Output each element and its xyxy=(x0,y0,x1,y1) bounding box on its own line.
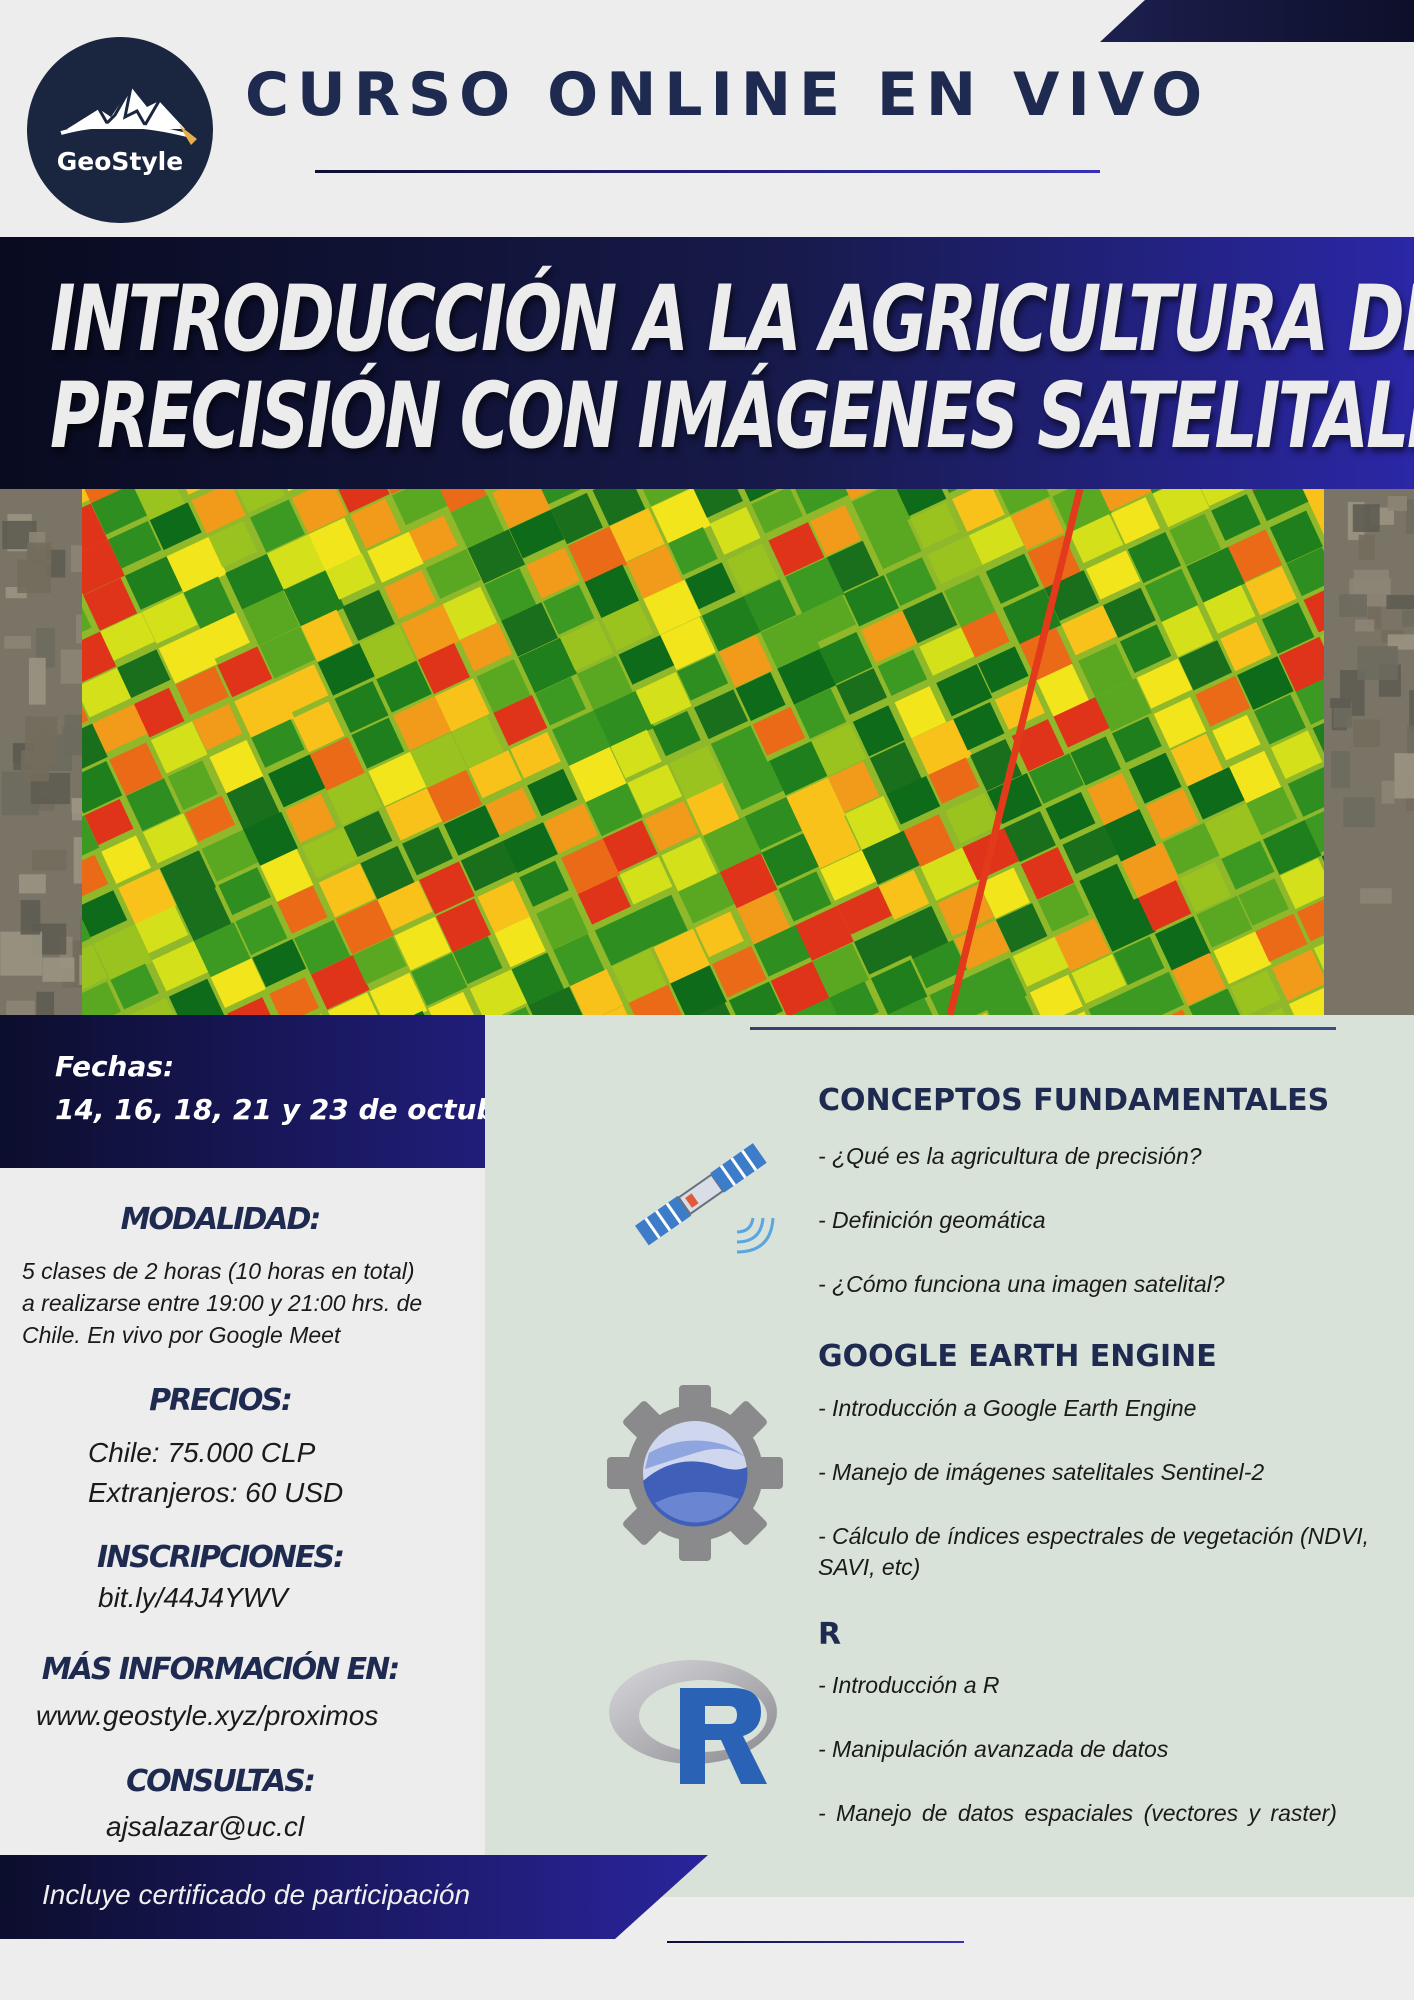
syllabus-item: - Manejo de imágenes satelitales Sentine… xyxy=(818,1459,1265,1485)
mountain-icon xyxy=(60,86,197,145)
logo-text: GeoStyle xyxy=(56,147,184,176)
header-title: CURSO ONLINE EN VIVO xyxy=(245,60,1211,130)
earth-engine-icon xyxy=(607,1385,783,1561)
section-heading-conceptos: CONCEPTOS FUNDAMENTALES xyxy=(818,1083,1330,1118)
course-title-line-1: INTRODUCCIÓN A LA AGRICULTURA DE xyxy=(50,265,1414,372)
inscripciones-heading: INSCRIPCIONES: xyxy=(96,1540,345,1575)
syllabus-item: - Manejo de datos espaciales (vectores y… xyxy=(818,1800,1337,1826)
syllabus-item: - ¿Cómo funciona una imagen satelital? xyxy=(818,1271,1225,1297)
syllabus-item: - Introducción a Google Earth Engine xyxy=(818,1395,1197,1421)
r-logo-icon xyxy=(609,1660,777,1784)
syllabus-item: - ¿Qué es la agricultura de precisión? xyxy=(818,1143,1202,1169)
footer-divider xyxy=(667,1941,964,1943)
registration-link[interactable]: bit.ly/44J4YWV xyxy=(98,1582,288,1613)
syllabus-divider xyxy=(750,1027,1336,1030)
section-heading-r: R xyxy=(818,1617,842,1652)
section-heading-gee: GOOGLE EARTH ENGINE xyxy=(818,1339,1217,1374)
syllabus-item: - Definición geomática xyxy=(818,1207,1046,1233)
certificate-text: Incluye certificado de participación xyxy=(42,1879,471,1910)
dates-label: Fechas: xyxy=(55,1050,175,1083)
more-info-heading: MÁS INFORMACIÓN EN: xyxy=(41,1652,400,1687)
syllabus-item: - Cálculo de índices espectrales de vege… xyxy=(818,1523,1370,1580)
geostyle-logo: GeoStyle xyxy=(27,37,213,223)
modalidad-line: 5 clases de 2 horas (10 horas en total) xyxy=(22,1258,415,1284)
ndvi-satellite-image xyxy=(0,489,1414,1015)
dates-value: 14, 16, 18, 21 y 23 de octubre xyxy=(55,1093,530,1126)
title-banner xyxy=(0,237,1414,489)
modalidad-text: 5 clases de 2 horas (10 horas en total) … xyxy=(22,1255,422,1351)
price-foreign: Extranjeros: 60 USD xyxy=(88,1477,344,1508)
consultas-heading: CONSULTAS: xyxy=(126,1764,316,1799)
price-chile: Chile: 75.000 CLP xyxy=(88,1437,316,1468)
precios-heading: PRECIOS: xyxy=(149,1383,293,1418)
modalidad-heading: MODALIDAD: xyxy=(120,1202,322,1237)
satellite-icon xyxy=(634,1143,775,1254)
course-title-line-2: PRECISIÓN CON IMÁGENES SATELITALES xyxy=(50,362,1414,469)
syllabus-item: - Introducción a R xyxy=(818,1672,1000,1698)
syllabus-item: - Manipulación avanzada de datos xyxy=(818,1736,1169,1762)
modalidad-line: Chile. En vivo por Google Meet xyxy=(22,1322,341,1348)
corner-decoration xyxy=(1100,0,1414,42)
website-link[interactable]: www.geostyle.xyz/proximos xyxy=(36,1700,379,1731)
header-divider xyxy=(315,170,1100,173)
modalidad-line: a realizarse entre 19:00 y 21:00 hrs. de xyxy=(22,1290,423,1316)
certificate-banner xyxy=(0,1855,708,1939)
contact-email-link[interactable]: ajsalazar@uc.cl xyxy=(106,1811,305,1842)
